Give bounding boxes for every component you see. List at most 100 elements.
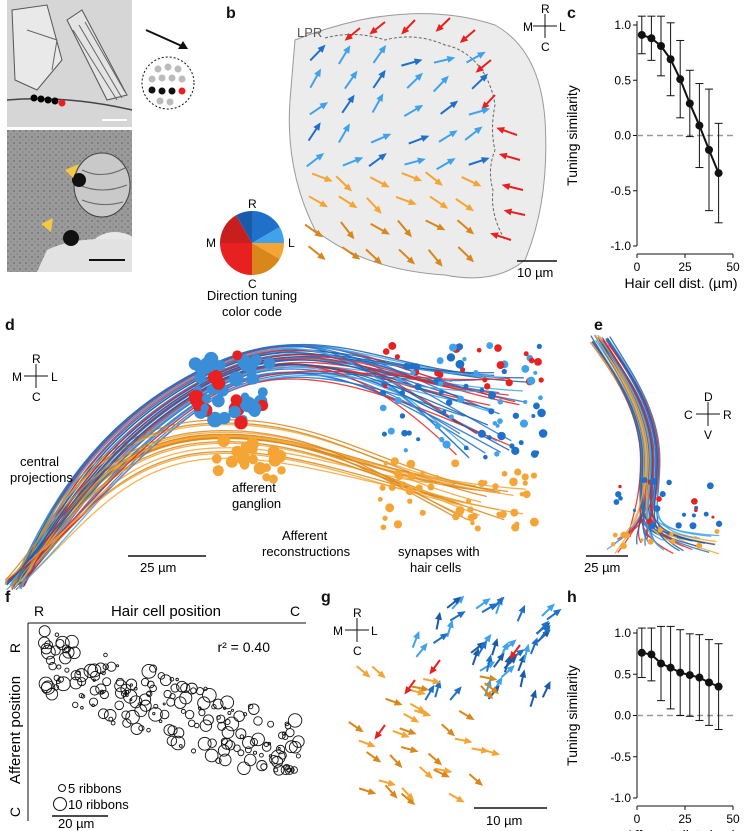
recon-label-2: reconstructions bbox=[262, 544, 351, 559]
data-point bbox=[695, 121, 704, 130]
synapse-bouton bbox=[394, 397, 402, 405]
ganglion-soma bbox=[212, 394, 225, 408]
ribbon-circle bbox=[134, 704, 148, 718]
data-point bbox=[657, 659, 665, 668]
y-tick-label: -0.5 bbox=[610, 184, 631, 198]
direction-arrow bbox=[448, 792, 465, 803]
direction-arrow bbox=[342, 157, 364, 167]
direction-arrow bbox=[509, 644, 521, 660]
y-tick-label: 0.5 bbox=[614, 73, 631, 87]
ribbon-circle bbox=[169, 677, 175, 682]
data-point bbox=[714, 169, 723, 178]
direction-arrow bbox=[403, 104, 424, 117]
fiber-trace bbox=[11, 441, 458, 587]
direction-arrow bbox=[466, 51, 486, 64]
synapse-bouton bbox=[505, 379, 513, 387]
direction-arrow bbox=[484, 682, 500, 694]
direction-arrow bbox=[411, 630, 420, 648]
compass-right: L bbox=[51, 370, 58, 384]
ribbon-circle bbox=[244, 753, 257, 767]
ganglion-soma bbox=[212, 465, 224, 477]
ribbon-circle bbox=[64, 667, 70, 673]
ribbon-circle bbox=[281, 731, 287, 736]
direction-arrow bbox=[308, 195, 329, 208]
ganglion-label-2: ganglion bbox=[232, 496, 281, 511]
synapse-bouton bbox=[656, 496, 662, 502]
direction-arrow bbox=[480, 685, 494, 700]
synapse-bouton bbox=[693, 536, 698, 540]
synapse-bouton bbox=[711, 515, 715, 519]
direction-arrow bbox=[479, 674, 498, 682]
ribbon-circle bbox=[212, 698, 224, 710]
direction-arrow bbox=[411, 684, 430, 692]
f-top-right: C bbox=[290, 603, 300, 619]
synapse-bouton bbox=[427, 483, 435, 491]
synapse-bouton bbox=[511, 446, 520, 455]
direction-arrow bbox=[341, 246, 361, 260]
fiber-trace bbox=[600, 339, 665, 551]
synapse-bouton bbox=[497, 418, 503, 424]
ribbon-circle bbox=[55, 635, 70, 651]
direction-arrow bbox=[432, 633, 449, 644]
ribbon-circle bbox=[269, 754, 279, 765]
ribbon-circle bbox=[76, 670, 81, 676]
direction-arrow bbox=[490, 232, 512, 241]
ribbon-circle bbox=[249, 737, 258, 747]
ribbon-circle bbox=[295, 753, 301, 759]
direction-arrow bbox=[481, 94, 496, 110]
synapse-bouton bbox=[476, 347, 482, 353]
direction-arrow bbox=[501, 183, 524, 191]
direction-arrow bbox=[423, 677, 441, 685]
synapse-bouton bbox=[441, 409, 447, 415]
direction-arrow bbox=[344, 70, 358, 90]
ribbon-circle bbox=[173, 696, 187, 709]
synapse-bouton bbox=[618, 496, 623, 501]
synapse-bouton bbox=[401, 429, 408, 437]
direction-arrow bbox=[493, 652, 505, 668]
data-point bbox=[637, 648, 646, 657]
synapse-bouton bbox=[519, 492, 525, 497]
direction-arrow bbox=[406, 72, 423, 89]
synapse-bouton bbox=[487, 435, 492, 440]
ribbon-circle bbox=[197, 736, 212, 751]
synapse-bouton bbox=[452, 513, 460, 521]
synapse-bouton bbox=[653, 505, 661, 512]
synapse-bouton bbox=[536, 343, 542, 350]
synapse-bouton bbox=[537, 408, 546, 418]
direction-arrow bbox=[309, 68, 322, 89]
direction-arrow bbox=[519, 669, 527, 688]
y-axis-label: Tuning similarity bbox=[565, 665, 580, 766]
ganglion-soma bbox=[194, 371, 207, 384]
ribbon-circle bbox=[277, 747, 281, 751]
synapse-bouton bbox=[620, 531, 628, 539]
f-y-top: R bbox=[7, 643, 23, 653]
em-image-bottom bbox=[7, 130, 132, 272]
ribbon-circle bbox=[61, 644, 71, 654]
synapse-bouton bbox=[509, 477, 518, 487]
synapse-bouton bbox=[659, 491, 666, 498]
synapse-bouton bbox=[380, 524, 387, 531]
direction-arrow bbox=[485, 654, 493, 672]
direction-arrow bbox=[304, 223, 323, 238]
ribbon-circle bbox=[149, 684, 157, 693]
direction-arrow bbox=[529, 689, 537, 708]
data-point bbox=[685, 99, 694, 108]
ribbon-circle bbox=[242, 712, 248, 717]
arrowhead-icon bbox=[41, 218, 53, 232]
compass-b: R M L C bbox=[523, 2, 566, 54]
pie-caption-1: Direction tuning bbox=[207, 288, 297, 303]
ribbon-circle bbox=[207, 738, 217, 748]
y-tick-label: 0.5 bbox=[614, 667, 631, 681]
ganglion-soma bbox=[257, 387, 268, 398]
legend-small-circle bbox=[58, 784, 66, 792]
ribbon-circle bbox=[103, 709, 117, 722]
pie-caption-2: color code bbox=[222, 304, 282, 319]
synapse-bouton bbox=[494, 451, 500, 457]
ribbon-circle bbox=[158, 719, 163, 724]
synapse-bouton bbox=[514, 468, 522, 476]
ribbon-circle bbox=[235, 728, 247, 740]
panel-label-b: b bbox=[226, 5, 236, 22]
ribbon-circle bbox=[89, 685, 100, 696]
direction-arrow bbox=[434, 767, 453, 774]
